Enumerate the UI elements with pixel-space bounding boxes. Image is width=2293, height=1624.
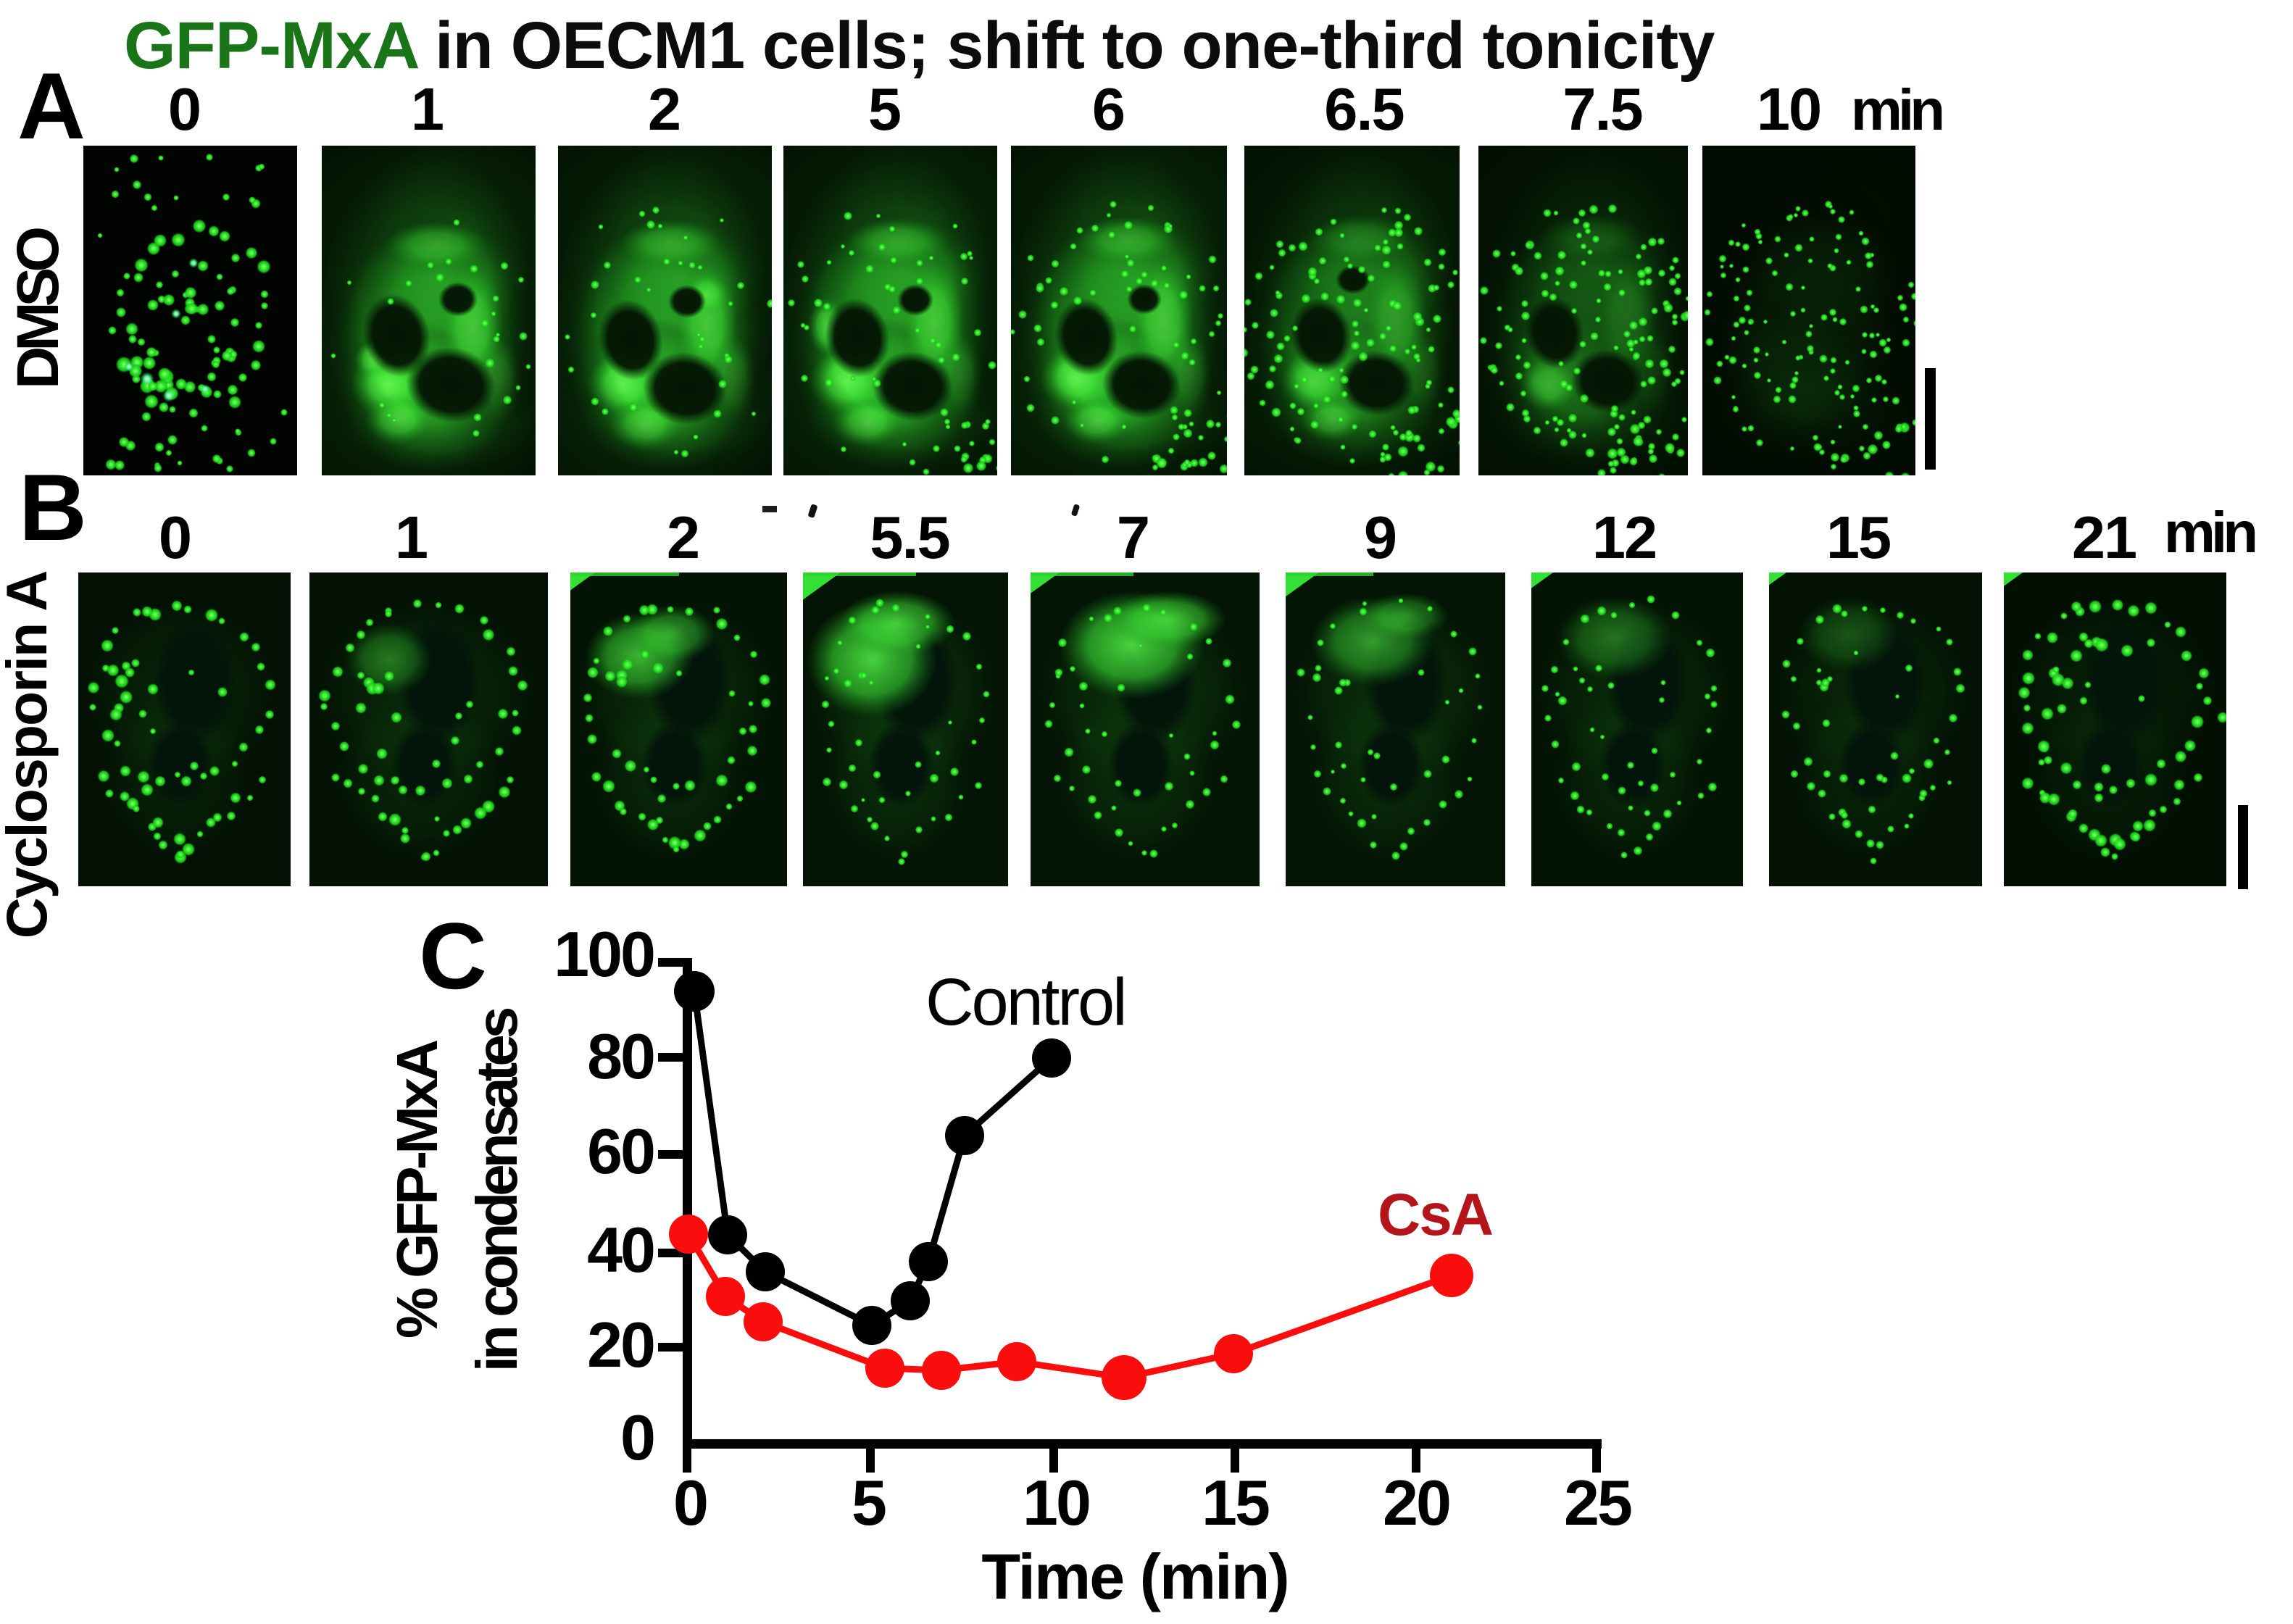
- svg-text:7.5: 7.5: [1562, 75, 1641, 143]
- svg-text:Time (min): Time (min): [981, 1541, 1288, 1612]
- svg-text:min: min: [2164, 500, 2255, 565]
- svg-text:40: 40: [587, 1214, 654, 1286]
- svg-text:25: 25: [1564, 1467, 1631, 1538]
- svg-text:GFP-MxA in OECM1 cells; shift: GFP-MxA in OECM1 cells; shift to one-thi…: [124, 9, 1715, 83]
- svg-text:2: 2: [667, 504, 699, 571]
- svg-text:7: 7: [1117, 504, 1149, 571]
- svg-text:1: 1: [411, 75, 443, 143]
- svg-text:5: 5: [852, 1467, 886, 1538]
- svg-text:A: A: [17, 53, 86, 159]
- svg-text:10: 10: [1023, 1467, 1089, 1538]
- svg-text:15: 15: [1826, 504, 1890, 571]
- svg-text:9: 9: [1364, 504, 1396, 571]
- svg-text:0: 0: [159, 504, 191, 571]
- svg-text:10: 10: [1757, 75, 1820, 143]
- svg-text:min: min: [1851, 78, 1942, 142]
- svg-text:100: 100: [554, 918, 654, 990]
- svg-text:2: 2: [648, 75, 680, 143]
- svg-text:12: 12: [1592, 504, 1656, 571]
- svg-text:C: C: [419, 903, 487, 1009]
- svg-text:0: 0: [168, 75, 200, 143]
- svg-text:20: 20: [1383, 1467, 1449, 1538]
- svg-text:0: 0: [620, 1402, 654, 1473]
- svg-text:20: 20: [587, 1309, 654, 1381]
- svg-text:CsA: CsA: [1378, 1182, 1493, 1248]
- svg-text:21: 21: [2072, 504, 2136, 571]
- svg-text:5: 5: [868, 75, 900, 143]
- svg-text:60: 60: [587, 1115, 654, 1187]
- svg-text:% GFP-MxA: % GFP-MxA: [385, 1041, 449, 1339]
- svg-text:Control: Control: [925, 965, 1125, 1039]
- svg-text:Cyclosporin A: Cyclosporin A: [0, 572, 59, 939]
- svg-text:15: 15: [1202, 1467, 1269, 1538]
- svg-text:B: B: [19, 454, 87, 560]
- svg-text:DMSO: DMSO: [5, 228, 71, 389]
- svg-text:80: 80: [587, 1020, 654, 1092]
- svg-text:0: 0: [673, 1467, 707, 1538]
- svg-text:5.5: 5.5: [870, 504, 949, 571]
- svg-text:1: 1: [395, 504, 427, 571]
- svg-text:6: 6: [1092, 75, 1124, 143]
- svg-text:in condensates: in condensates: [465, 1008, 529, 1372]
- svg-text:6.5: 6.5: [1324, 75, 1403, 143]
